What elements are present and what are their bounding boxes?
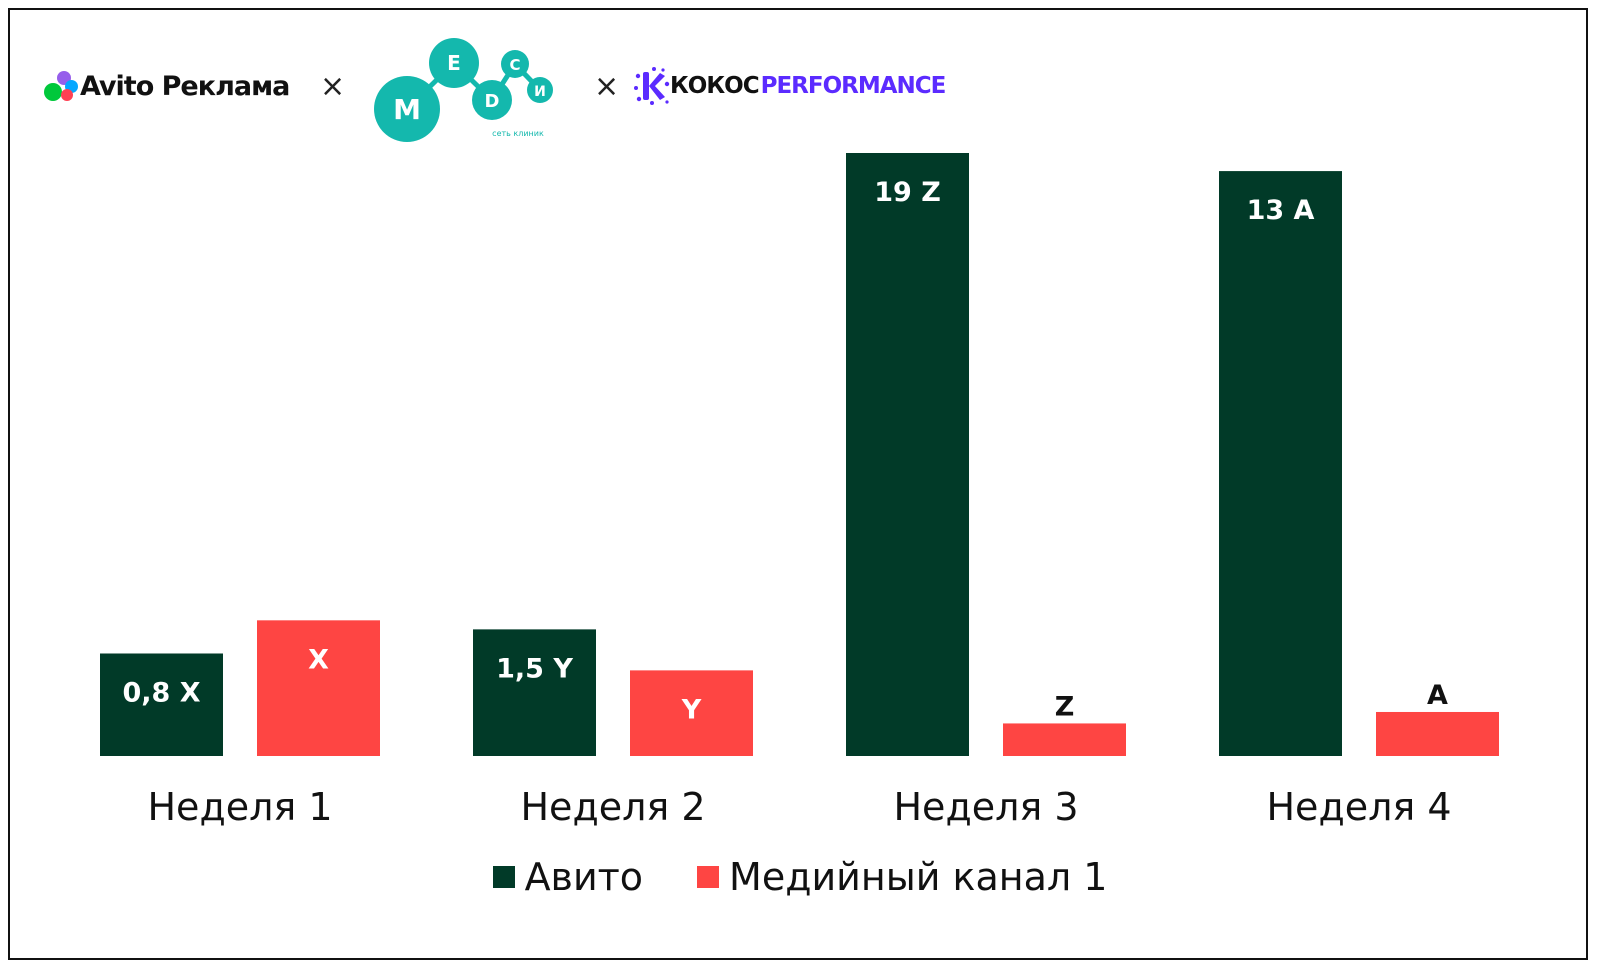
separator-2: × [594,69,620,104]
bar-media-week-2 [630,670,753,756]
medsi-letter-i: И [534,84,546,100]
separator-1: × [320,69,346,104]
legend-label-media: Медийный канал 1 [729,855,1108,899]
data-label-avito-week-4: 13 A [1247,195,1315,226]
legend: Авито Медийный канал 1 [0,853,1600,901]
logo-row: Avito Реклама × М Е D С И сеть клиник × [44,36,1044,146]
medsi-letter-m: М [393,93,421,126]
avito-dots-icon [44,71,78,101]
data-label-media-week-3: Z [1055,691,1075,722]
kokos-logo-text: КОКОС [670,73,760,99]
medsi-logo: М Е D С И сеть клиник [374,38,553,142]
data-label-avito-week-2: 1,5 Y [496,653,573,684]
medsi-letter-s: С [509,56,520,74]
medsi-letter-e: Е [447,51,461,75]
bar-media-week-1 [257,620,380,756]
medsi-letter-d: D [485,91,500,112]
medsi-subtitle: сеть клиник [492,129,544,138]
bar-avito-week-3 [846,153,969,756]
bar-avito-week-1 [100,653,223,756]
kokos-logo-performance-text: PERFORMANCE [760,73,947,99]
bar-avito-week-4 [1219,171,1342,757]
data-label-avito-week-1: 0,8 X [122,677,200,708]
avito-logo: Avito Реклама [44,68,290,104]
legend-swatch-media [697,866,720,888]
legend-item-avito: Авито [492,855,644,899]
bar-media-week-3 [1003,723,1126,756]
kokos-splash-icon [634,67,670,105]
kokos-logo: КОКОС PERFORMANCE [634,66,947,106]
avito-logo-text: Avito Реклама [80,70,290,102]
data-label-media-week-2: Y [681,694,702,725]
bar-media-week-4 [1376,711,1499,756]
data-label-avito-week-3: 19 Z [874,177,941,208]
bar-avito-week-2 [473,629,596,756]
x-tick-label-week-4: Неделя 4 [1266,785,1451,829]
legend-swatch-avito [492,866,515,888]
x-tick-label-week-3: Неделя 3 [893,785,1078,829]
data-label-media-week-4: A [1427,680,1448,711]
x-tick-label-week-1: Неделя 1 [147,785,332,829]
legend-label-avito: Авито [524,855,644,899]
data-label-media-week-1: X [308,644,329,675]
legend-item-media: Медийный канал 1 [697,855,1107,899]
x-tick-label-week-2: Неделя 2 [520,785,705,829]
